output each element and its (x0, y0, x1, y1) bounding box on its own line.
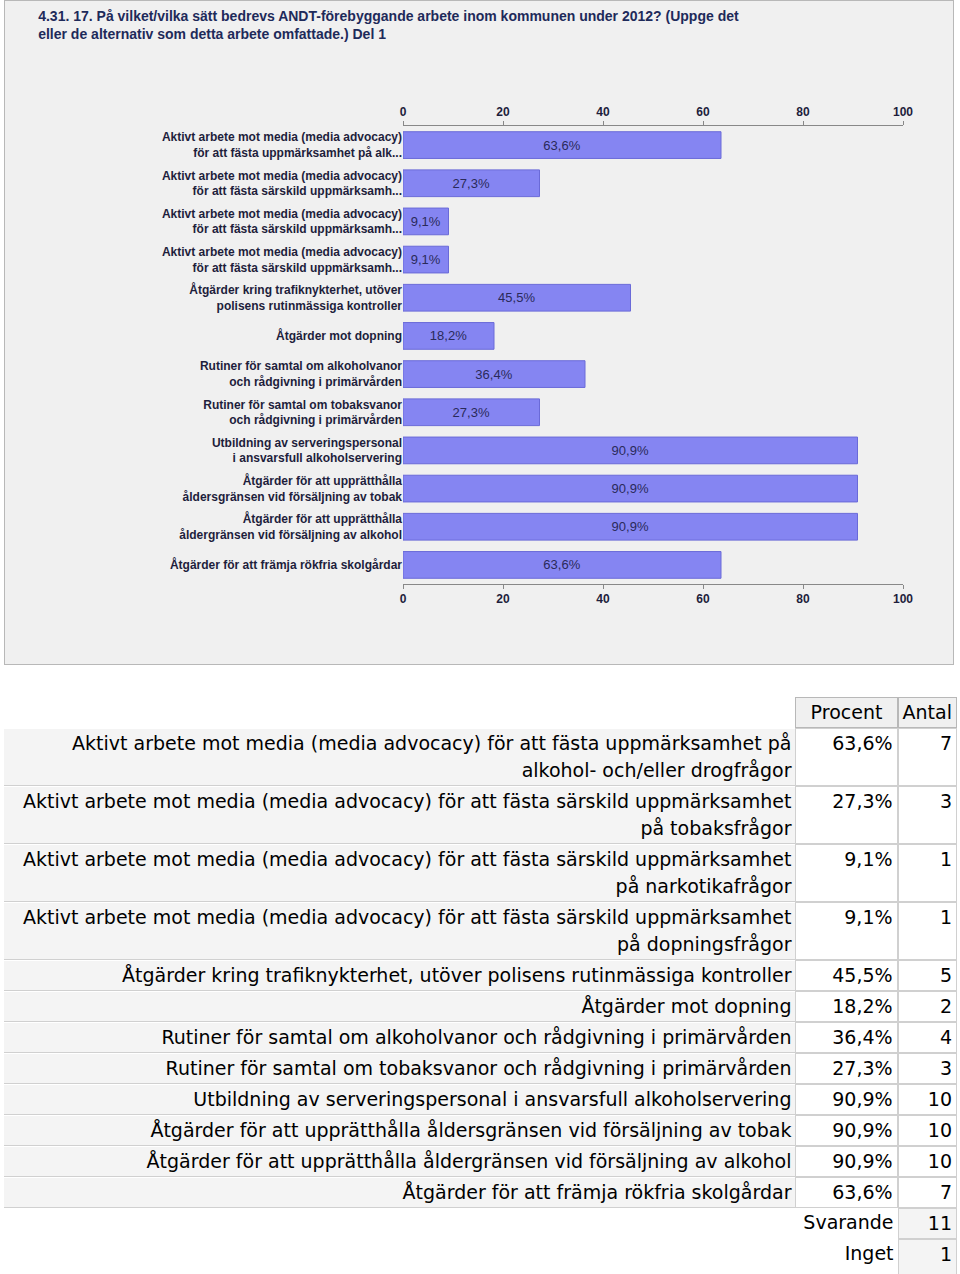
svg-text:0: 0 (400, 592, 407, 606)
html-text:27,3%: 27,3% (832, 790, 893, 812)
svg-text:45,5%: 45,5% (498, 290, 535, 305)
svg-text:Aktivt arbete mot media (media: Aktivt arbete mot media (media advocacy)… (162, 207, 402, 237)
html-text:7: 7 (939, 732, 952, 754)
svg-text:Åtgärder för att upprätthållaå: Åtgärder för att upprätthållaåldersgräns… (183, 473, 403, 504)
html-text:Åtgärder för att främja rökfri: Åtgärder för att främja rökfria skolgård… (402, 1181, 792, 1203)
svg-text:20: 20 (496, 105, 510, 119)
html-text:11: 11 (927, 1212, 952, 1234)
svg-text:9,1%: 9,1% (411, 252, 441, 267)
svg-text:Aktivt arbete mot media (media: Aktivt arbete mot media (media advocacy)… (162, 130, 402, 160)
html-text:27,3%: 27,3% (832, 1057, 893, 1079)
svg-text:Åtgärder för att främja rökfri: Åtgärder för att främja rökfria skolgård… (170, 557, 402, 572)
html-text:1: 1 (939, 906, 952, 928)
svg-text:36,4%: 36,4% (475, 367, 512, 382)
html-text:5: 5 (939, 964, 952, 986)
html-text:90,9%: 90,9% (832, 1088, 893, 1110)
html-text:Åtgärder mot dopning: Åtgärder mot dopning (581, 995, 792, 1017)
html-text:Procent: Procent (810, 701, 883, 723)
html-text:9,1%: 9,1% (844, 906, 893, 928)
svg-text:63,6%: 63,6% (543, 557, 580, 572)
html-text:63,6%: 63,6% (832, 1181, 893, 1203)
html-text:1: 1 (939, 848, 952, 870)
svg-text:60: 60 (696, 105, 710, 119)
svg-text:Aktivt arbete mot media (media: Aktivt arbete mot media (media advocacy)… (162, 169, 402, 199)
svg-text:Rutiner för samtal om alkoholv: Rutiner för samtal om alkoholvanoroch rå… (200, 359, 402, 389)
html-text:Aktivt arbete mot media (media: Aktivt arbete mot media (media advocacy)… (72, 732, 792, 781)
svg-text:100: 100 (893, 592, 913, 606)
svg-text:Aktivt arbete mot media (media: Aktivt arbete mot media (media advocacy)… (162, 245, 402, 275)
html-text:63,6%: 63,6% (832, 732, 893, 754)
svg-text:Utbildning av serveringsperson: Utbildning av serveringspersonali ansvar… (212, 436, 402, 466)
svg-text:40: 40 (596, 105, 610, 119)
html-text:36,4%: 36,4% (832, 1026, 893, 1048)
svg-text:90,9%: 90,9% (612, 443, 649, 458)
html-text:Rutiner för samtal om alkoholv: Rutiner för samtal om alkoholvanor och r… (161, 1026, 792, 1048)
svg-text:90,9%: 90,9% (612, 519, 649, 534)
html-text:2: 2 (939, 995, 952, 1017)
svg-text:27,3%: 27,3% (453, 176, 490, 191)
html-text:7: 7 (939, 1181, 952, 1203)
svg-text:9,1%: 9,1% (411, 214, 441, 229)
html-text:Antal: Antal (902, 701, 952, 723)
svg-text:40: 40 (596, 592, 610, 606)
html-text:Svarande: Svarande (803, 1211, 894, 1233)
svg-text:0: 0 (400, 105, 407, 119)
svg-text:Rutiner för samtal om tobaksva: Rutiner för samtal om tobaksvanoroch råd… (203, 398, 402, 428)
svg-text:90,9%: 90,9% (612, 481, 649, 496)
html-text:1: 1 (939, 1243, 952, 1265)
html-text:Aktivt arbete mot media (media: Aktivt arbete mot media (media advocacy)… (22, 906, 792, 955)
html-text:90,9%: 90,9% (832, 1119, 893, 1141)
html-text:Aktivt arbete mot media (media: Aktivt arbete mot media (media advocacy)… (22, 848, 792, 897)
html-text:Utbildning av serveringsperson: Utbildning av serveringspersonal i ansva… (193, 1088, 792, 1110)
html-text:3: 3 (939, 790, 952, 812)
html-text:Rutiner för samtal om tobaksva: Rutiner för samtal om tobaksvanor och rå… (165, 1057, 792, 1079)
svg-text:Åtgärder för att upprätthållaå: Åtgärder för att upprätthållaåldergränse… (179, 511, 402, 542)
html-text:3: 3 (939, 1057, 952, 1079)
html-text:45,5%: 45,5% (832, 964, 893, 986)
html-text:Åtgärder kring trafiknykterhet: Åtgärder kring trafiknykterhet, utöver p… (122, 964, 792, 986)
svg-text:60: 60 (696, 592, 710, 606)
svg-text:100: 100 (893, 105, 913, 119)
svg-text:4.31. 17. På vilket/vilka sätt: 4.31. 17. På vilket/vilka sätt bedrevs A… (38, 8, 739, 42)
html-text:4: 4 (939, 1026, 952, 1048)
html-text:Aktivt arbete mot media (media: Aktivt arbete mot media (media advocacy)… (22, 790, 792, 839)
svg-text:18,2%: 18,2% (430, 328, 467, 343)
svg-text:27,3%: 27,3% (453, 405, 490, 420)
html-text:10: 10 (927, 1088, 952, 1110)
svg-text:20: 20 (496, 592, 510, 606)
html-text:Åtgärder för att upprätthålla: Åtgärder för att upprätthålla åldersgrän… (150, 1119, 792, 1141)
svg-text:Åtgärder kring trafiknykterhet: Åtgärder kring trafiknykterhet, utöverpo… (189, 282, 402, 313)
svg-text:Åtgärder mot dopning: Åtgärder mot dopning (276, 328, 402, 343)
html-text:9,1%: 9,1% (844, 848, 893, 870)
html-text:90,9%: 90,9% (832, 1150, 893, 1172)
html-text:10: 10 (927, 1119, 952, 1141)
html-text:Åtgärder för att upprätthålla: Åtgärder för att upprätthålla åldergräns… (146, 1150, 792, 1172)
html-text:10: 10 (927, 1150, 952, 1172)
svg-text:80: 80 (796, 105, 810, 119)
html-text:18,2%: 18,2% (832, 995, 893, 1017)
svg-text:80: 80 (796, 592, 810, 606)
svg-text:63,6%: 63,6% (543, 138, 580, 153)
